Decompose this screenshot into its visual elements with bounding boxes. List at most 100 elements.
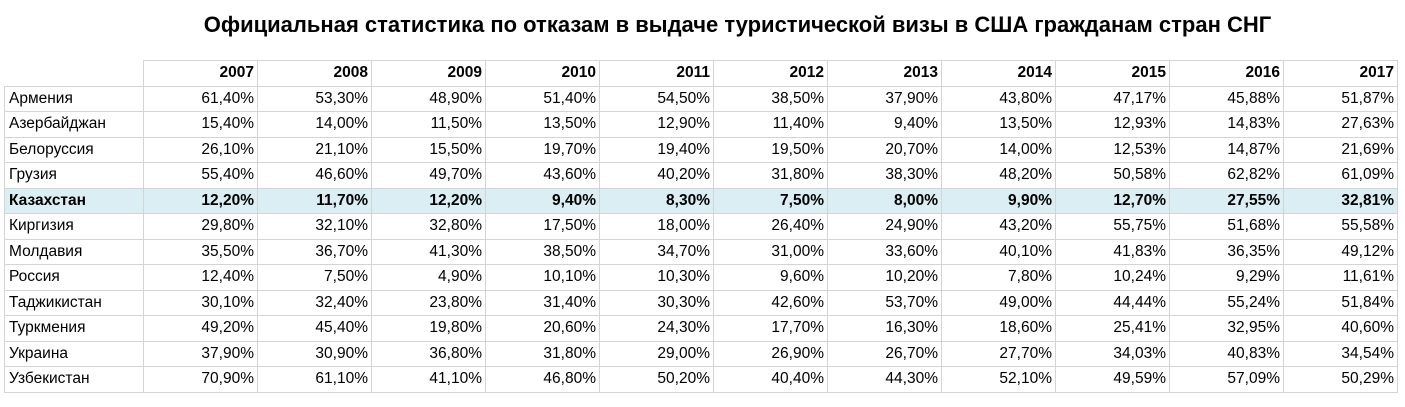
value-cell: 15,50% <box>371 136 486 163</box>
country-cell: Азербайджан <box>4 111 144 138</box>
value-cell: 42,60% <box>713 289 828 316</box>
table-row: Туркмения 49,20% 45,40% 19,80% 20,60% 24,30% 1… <box>4 315 1398 342</box>
value-cell: 7,50% <box>257 264 372 291</box>
value-cell: 50,20% <box>599 366 714 393</box>
value-cell: 30,30% <box>599 289 714 316</box>
value-cell: 12,53% <box>1055 136 1170 163</box>
year-header: 2010 <box>485 60 600 87</box>
value-cell: 10,30% <box>599 264 714 291</box>
value-cell: 32,80% <box>371 213 486 240</box>
value-cell: 43,20% <box>941 213 1056 240</box>
value-cell: 8,00% <box>827 187 942 214</box>
value-cell: 49,20% <box>143 315 258 342</box>
value-cell: 21,69% <box>1283 136 1398 163</box>
table-row: Узбекистан 70,90% 61,10% 41,10% 46,80% 50,20%… <box>4 366 1398 393</box>
year-header: 2013 <box>827 60 942 87</box>
value-cell: 11,61% <box>1283 264 1398 291</box>
year-header: 2014 <box>941 60 1056 87</box>
country-cell: Молдавия <box>4 238 144 265</box>
year-header: 2011 <box>599 60 714 87</box>
year-header: 2008 <box>257 60 372 87</box>
value-cell: 24,30% <box>599 315 714 342</box>
value-cell: 19,70% <box>485 136 600 163</box>
value-cell: 55,58% <box>1283 213 1398 240</box>
table-row: Украина 37,90% 30,90% 36,80% 31,80% 29,00% 26,… <box>4 340 1398 367</box>
value-cell: 62,82% <box>1169 162 1284 189</box>
value-cell: 27,70% <box>941 340 1056 367</box>
value-cell: 46,60% <box>257 162 372 189</box>
table-row: Армения 61,40% 53,30% 48,90% 51,40% 54,50% 38,… <box>4 85 1398 112</box>
value-cell: 15,40% <box>143 111 258 138</box>
table-row: Молдавия 35,50% 36,70% 41,30% 38,50% 34,70% 31… <box>4 238 1398 265</box>
value-cell: 40,10% <box>941 238 1056 265</box>
value-cell: 44,44% <box>1055 289 1170 316</box>
value-cell: 32,95% <box>1169 315 1284 342</box>
value-cell: 51,87% <box>1283 85 1398 112</box>
value-cell: 70,90% <box>143 366 258 393</box>
value-cell: 7,80% <box>941 264 1056 291</box>
value-cell: 45,88% <box>1169 85 1284 112</box>
value-cell: 17,70% <box>713 315 828 342</box>
value-cell: 40,60% <box>1283 315 1398 342</box>
value-cell: 32,40% <box>257 289 372 316</box>
value-cell: 61,10% <box>257 366 372 393</box>
value-cell: 26,10% <box>143 136 258 163</box>
value-cell: 26,70% <box>827 340 942 367</box>
value-cell: 49,12% <box>1283 238 1398 265</box>
country-cell: Россия <box>4 264 144 291</box>
value-cell: 9,60% <box>713 264 828 291</box>
value-cell: 37,90% <box>143 340 258 367</box>
table-row: Киргизия 29,80% 32,10% 32,80% 17,50% 18,00% 26… <box>4 213 1398 240</box>
value-cell: 17,50% <box>485 213 600 240</box>
value-cell: 34,70% <box>599 238 714 265</box>
value-cell: 32,10% <box>257 213 372 240</box>
year-header: 2007 <box>143 60 258 87</box>
value-cell: 31,80% <box>713 162 828 189</box>
country-cell: Таджикистан <box>4 289 144 316</box>
value-cell: 61,40% <box>143 85 258 112</box>
value-cell: 30,90% <box>257 340 372 367</box>
value-cell: 10,24% <box>1055 264 1170 291</box>
table-row: Белоруссия 26,10% 21,10% 15,50% 19,70% 19,40%… <box>4 136 1398 163</box>
value-cell: 31,00% <box>713 238 828 265</box>
value-cell: 9,90% <box>941 187 1056 214</box>
value-cell: 40,40% <box>713 366 828 393</box>
value-cell: 9,40% <box>827 111 942 138</box>
value-cell: 19,40% <box>599 136 714 163</box>
value-cell: 9,29% <box>1169 264 1284 291</box>
value-cell: 41,30% <box>371 238 486 265</box>
value-cell: 11,70% <box>257 187 372 214</box>
country-cell: Туркмения <box>4 315 144 342</box>
header-row: 2007 2008 2009 2010 2011 2012 2013 2014 … <box>4 60 1398 87</box>
value-cell: 20,70% <box>827 136 942 163</box>
table-row: Казахстан 12,20% 11,70% 12,20% 9,40% 8,30% 7,5… <box>4 187 1398 214</box>
value-cell: 51,40% <box>485 85 600 112</box>
value-cell: 11,50% <box>371 111 486 138</box>
page-title: Официальная статистика по отказам в выда… <box>203 12 1272 37</box>
value-cell: 21,10% <box>257 136 372 163</box>
value-cell: 12,40% <box>143 264 258 291</box>
value-cell: 4,90% <box>371 264 486 291</box>
value-cell: 36,35% <box>1169 238 1284 265</box>
country-cell: Узбекистан <box>4 366 144 393</box>
value-cell: 8,30% <box>599 187 714 214</box>
value-cell: 36,80% <box>371 340 486 367</box>
country-cell: Казахстан <box>4 187 144 214</box>
value-cell: 9,40% <box>485 187 600 214</box>
value-cell: 26,40% <box>713 213 828 240</box>
value-cell: 57,09% <box>1169 366 1284 393</box>
value-cell: 20,60% <box>485 315 600 342</box>
value-cell: 19,50% <box>713 136 828 163</box>
value-cell: 44,30% <box>827 366 942 393</box>
value-cell: 37,90% <box>827 85 942 112</box>
value-cell: 7,50% <box>713 187 828 214</box>
table-row: Азербайджан 15,40% 14,00% 11,50% 13,50% 12,90… <box>4 111 1398 138</box>
value-cell: 55,40% <box>143 162 258 189</box>
value-cell: 53,70% <box>827 289 942 316</box>
value-cell: 49,70% <box>371 162 486 189</box>
value-cell: 10,10% <box>485 264 600 291</box>
value-cell: 41,10% <box>371 366 486 393</box>
value-cell: 33,60% <box>827 238 942 265</box>
value-cell: 38,30% <box>827 162 942 189</box>
value-cell: 25,41% <box>1055 315 1170 342</box>
